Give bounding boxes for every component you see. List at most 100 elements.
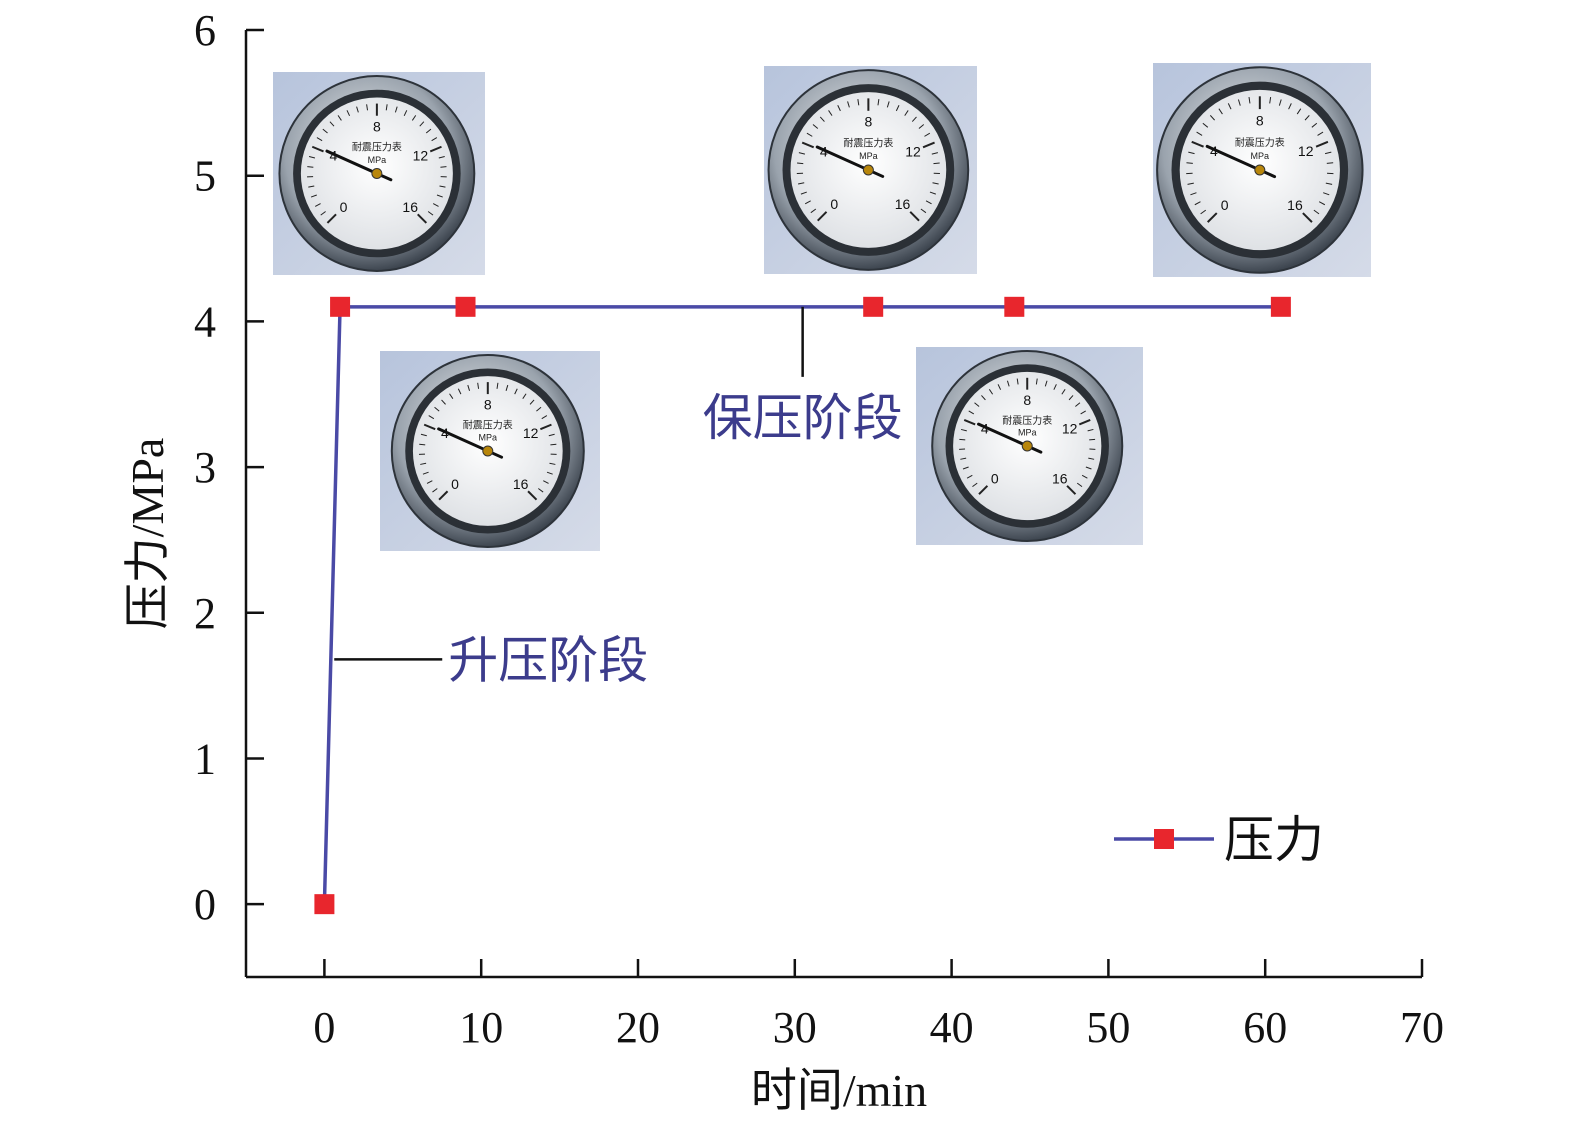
gauge-hub (1254, 164, 1266, 176)
gauge-scale-tick (1218, 108, 1223, 115)
gauge-scale-tick (1323, 192, 1330, 196)
gauge-scale-tick (1237, 99, 1241, 106)
gauge-label: 耐震压力表 (843, 137, 893, 150)
gauge-scale-tick (1191, 140, 1204, 148)
gauge-scale-tick (817, 211, 828, 222)
annotation-hold-stage: 保压阶段 (703, 390, 903, 446)
gauge-scale-tick (1053, 384, 1057, 390)
y-tick-label: 5 (194, 152, 216, 201)
gauge-scale-tick (1085, 466, 1092, 470)
gauge-scale-tick (314, 203, 321, 207)
gauge-scale-tick (1311, 122, 1318, 128)
gauge-scale-tick (877, 99, 880, 106)
x-tick-label: 70 (1400, 1003, 1444, 1052)
gauge-scale-tick (477, 382, 480, 389)
gauge-scale-tick (546, 471, 553, 475)
gauge-photo: 0481216耐震压力表MPa (916, 347, 1143, 545)
gauge-hub (371, 168, 383, 179)
gauge-scale-tick (918, 124, 925, 129)
gauge-scale-tick (385, 104, 388, 111)
data-point-marker (455, 296, 476, 317)
gauge-label: 耐震压力表 (352, 141, 402, 154)
x-tick-label: 40 (930, 1003, 974, 1052)
gauge-dial-number: 0 (340, 199, 348, 215)
y-tick-label: 2 (194, 589, 216, 638)
gauge-scale-tick (1186, 162, 1193, 164)
gauge-scale-tick (548, 433, 555, 437)
gauge-scale-tick (959, 438, 966, 441)
gauge-scale-tick (911, 116, 917, 122)
gauge-scale-tick (1227, 103, 1232, 110)
gauge-scale-tick (1187, 182, 1194, 185)
gauge-scale-tick (423, 423, 436, 431)
gauge-dial-number: 12 (413, 147, 429, 163)
gauge-scale-tick (320, 211, 326, 216)
gauge-label: 耐震压力表 (1235, 136, 1285, 149)
gauge-dial-number: 16 (1052, 470, 1068, 486)
gauge-dial-number: 8 (864, 114, 872, 130)
gauge-scale-tick (419, 121, 425, 127)
gauge-scale-tick (1044, 380, 1048, 387)
data-point-marker (1270, 296, 1291, 317)
gauge-scale-tick (1066, 485, 1077, 495)
gauge-scale-tick (311, 145, 324, 153)
gauge-dial-number: 8 (484, 397, 492, 413)
gauge-scale-tick (529, 399, 535, 405)
gauge-scale-tick (1089, 438, 1096, 441)
gauge-dial-number: 0 (991, 470, 999, 486)
y-tick-label: 1 (194, 734, 216, 783)
gauge-scale-tick (922, 141, 935, 149)
gauge-scale-tick (1080, 410, 1086, 415)
gauge-scale-tick (449, 393, 454, 399)
gauge-label: 耐震压力表 (463, 419, 513, 432)
y-tick-label: 0 (194, 880, 216, 929)
gauge-scale-tick (972, 482, 978, 488)
gauge-dial-number: 16 (1287, 197, 1303, 213)
gauge-scale-tick (857, 99, 860, 106)
gauge-scale-tick (514, 388, 518, 395)
gauge-scale-tick (543, 480, 549, 484)
gauge-scale-tick (522, 393, 527, 399)
gauge-scale-tick (920, 208, 927, 214)
gauge-scale-tick (1324, 151, 1332, 155)
gauge-scale-tick (1006, 380, 1010, 387)
gauge-scale-tick (1302, 212, 1313, 223)
gauge-scale-tick (925, 200, 932, 205)
gauge-scale-tick (539, 423, 552, 431)
gauge-scale-tick (819, 116, 825, 122)
gauge-scale-tick (1068, 395, 1074, 401)
gauge-scale-tick (904, 110, 909, 116)
gauge-scale-tick (326, 213, 337, 224)
gauge-dial-number: 12 (523, 425, 539, 441)
gauge-scale-tick (797, 162, 804, 165)
gauge-scale-tick (837, 105, 841, 112)
gauge-scale-tick (978, 485, 989, 495)
gauge-scale-tick (909, 211, 920, 222)
legend-label: 压力 (1224, 812, 1324, 868)
x-tick-label: 0 (313, 1003, 335, 1052)
gauge-scale-tick (931, 152, 938, 155)
gauge-unit: MPa (1251, 151, 1270, 161)
gauge-scale-tick (1209, 115, 1215, 121)
gauge-scale-tick (960, 428, 967, 432)
y-tick-label: 6 (194, 6, 216, 55)
gauge-scale-tick (356, 106, 359, 113)
x-tick-label: 20 (616, 1003, 660, 1052)
gauge-scale-tick (394, 106, 398, 113)
gauge-dial-number: 12 (1298, 143, 1314, 159)
gauge-scale-tick (1248, 97, 1251, 104)
gauge-scale-tick (496, 382, 499, 389)
gauge-scale-tick (550, 443, 557, 446)
gauge-scale-tick (1318, 201, 1326, 206)
gauge-scale-tick (1278, 99, 1282, 106)
x-tick-label: 30 (773, 1003, 817, 1052)
gauge-scale-tick (1075, 402, 1081, 407)
gauge-scale-tick (439, 185, 446, 188)
gauge-scale-tick (932, 182, 939, 185)
gauge-scale-tick (1081, 474, 1088, 479)
gauge-scale-tick (308, 156, 316, 159)
gauge-scale-tick (1296, 108, 1302, 115)
gauge-scale-tick (316, 137, 323, 142)
y-tick-label: 4 (194, 297, 216, 346)
legend: 压力 (1114, 812, 1324, 868)
